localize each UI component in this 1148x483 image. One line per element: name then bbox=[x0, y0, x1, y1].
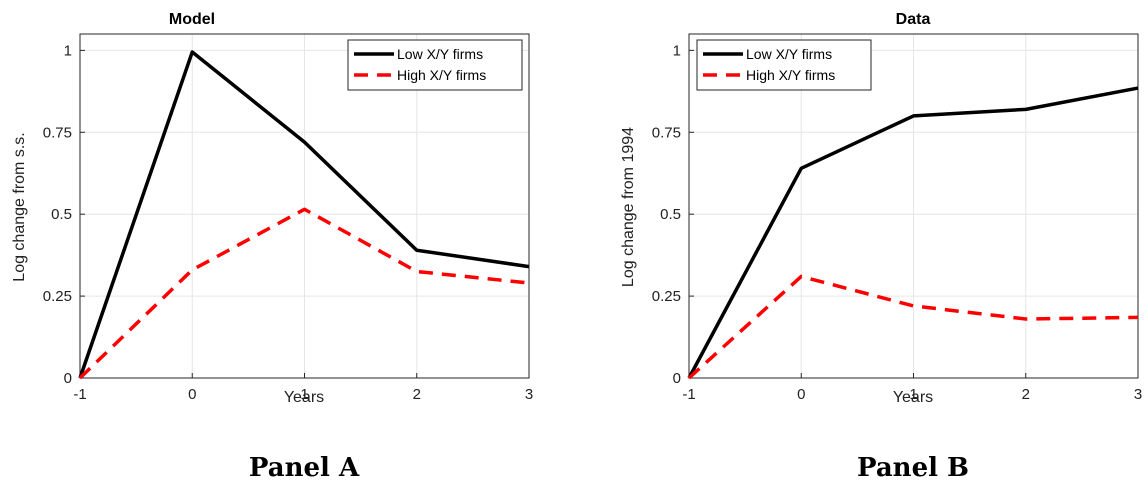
panel-b-xtick-label: -1 bbox=[682, 386, 695, 403]
panel-b-xtick-label: 0 bbox=[797, 386, 805, 403]
panel-b-ytick-label: 1 bbox=[673, 42, 681, 59]
panel-b-ytick-label: 0.75 bbox=[652, 124, 681, 141]
panel-a-xtick-label: -1 bbox=[73, 386, 86, 403]
panel-a-xtick-label: 2 bbox=[413, 386, 421, 403]
panel-b-title: Data bbox=[896, 11, 931, 28]
panel-b-ytick-label: 0.25 bbox=[652, 288, 681, 305]
panel-b-legend-label-low: Low X/Y firms bbox=[746, 46, 832, 62]
panel-b-legend-box bbox=[696, 39, 872, 91]
panel-b-ytick-label: 0 bbox=[673, 370, 681, 387]
panel-a-xtick-label: 3 bbox=[525, 386, 533, 403]
panel-b-series-low-line bbox=[687, 86, 1139, 379]
panel-a-xtick-label: 0 bbox=[188, 386, 196, 403]
panel-b-ytick-label: 0.5 bbox=[660, 206, 681, 223]
panel-a-legend-box bbox=[347, 39, 523, 91]
panel-a: Model Years Log change from s.s. Panel A… bbox=[11, 11, 533, 483]
panel-b-xtick-label: 2 bbox=[1022, 386, 1030, 403]
panel-b-legend-label-high: High X/Y firms bbox=[746, 67, 835, 83]
panel-a-legend-label-high: High X/Y firms bbox=[397, 67, 486, 83]
panel-a-ytick-label: 0.25 bbox=[43, 288, 72, 305]
panel-b-xtick-label: 3 bbox=[1134, 386, 1142, 403]
panel-b: Data Years Log change from 1994 Panel B … bbox=[620, 11, 1142, 483]
panel-a-title: Model bbox=[169, 11, 215, 28]
panel-a-legend-label-low: Low X/Y firms bbox=[397, 46, 483, 62]
panel-b-xtick-label: 1 bbox=[909, 386, 917, 403]
panel-b-ylabel: Log change from 1994 bbox=[620, 127, 637, 287]
panel-a-xtick-label: 1 bbox=[300, 386, 308, 403]
panel-a-series-high-line bbox=[78, 207, 530, 380]
panel-a-ytick-label: 0.5 bbox=[51, 206, 72, 223]
panel-a-ytick-label: 1 bbox=[64, 42, 72, 59]
panel-b-caption: Panel B bbox=[857, 453, 969, 483]
panel-a-series-low-line bbox=[78, 50, 530, 379]
panel-b-series-high-line bbox=[687, 274, 1139, 380]
panel-a-xlabel: Years bbox=[284, 389, 324, 406]
panel-a-ylabel: Log change from s.s. bbox=[11, 132, 28, 281]
panel-b-xlabel: Years bbox=[893, 389, 933, 406]
panel-a-ytick-label: 0 bbox=[64, 370, 72, 387]
panel-a-caption: Panel A bbox=[249, 453, 360, 483]
panel-a-ytick-label: 0.75 bbox=[43, 124, 72, 141]
